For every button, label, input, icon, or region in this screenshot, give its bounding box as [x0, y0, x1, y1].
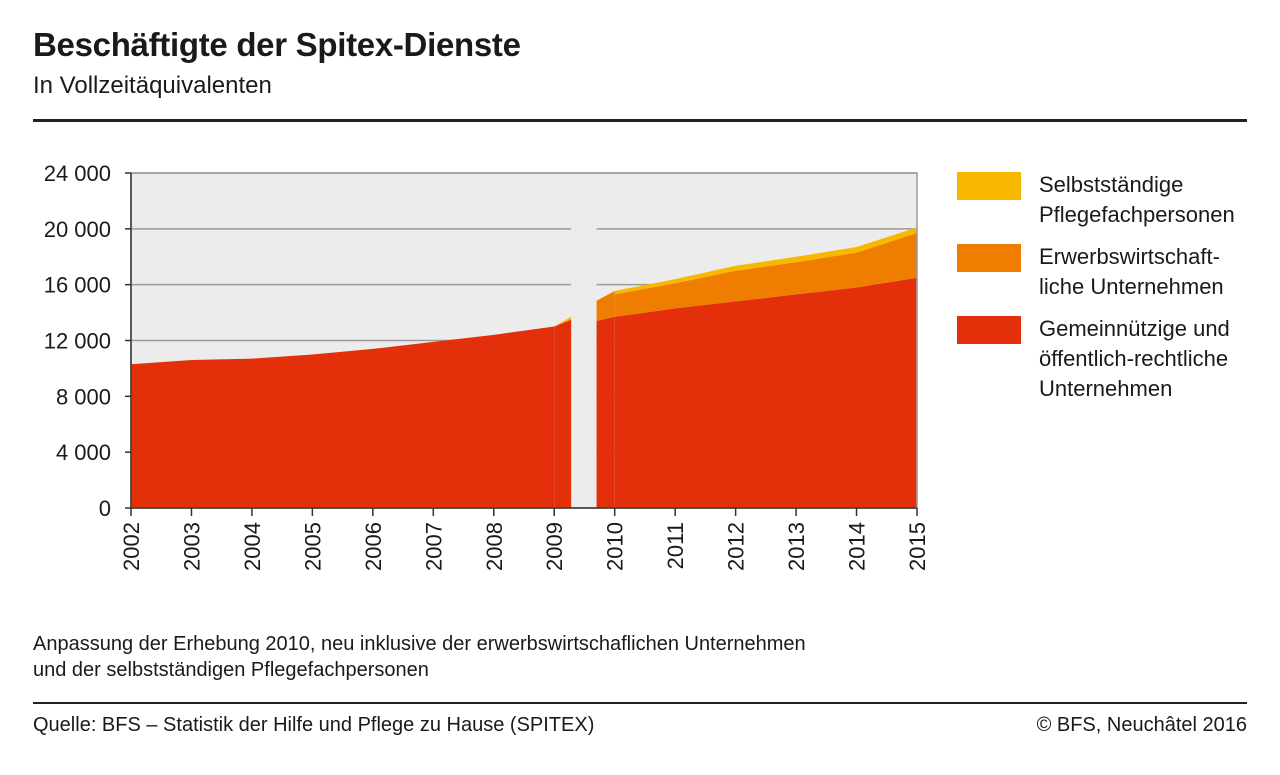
- x-tick-label: 2002: [119, 522, 144, 571]
- legend-label-line: öffentlich-rechtliche: [1039, 346, 1229, 371]
- x-tick-label: 2010: [603, 522, 628, 571]
- area-series-1: [131, 326, 555, 508]
- area-series-1: [554, 319, 572, 508]
- area-series-3: [554, 316, 572, 327]
- x-tick-label: 2008: [482, 522, 507, 571]
- top-divider: [33, 119, 1247, 122]
- area-series-1: [596, 316, 615, 508]
- legend-item-gemeinnuetzige: Gemeinnützige und öffentlich-rechtliche …: [957, 314, 1257, 404]
- survey-break-gap: [571, 174, 597, 508]
- source-text: Quelle: BFS – Statistik der Hilfe und Pf…: [33, 714, 595, 736]
- note-line: Anpassung der Erhebung 2010, neu inklusi…: [33, 633, 806, 655]
- area-series-2: [596, 290, 615, 321]
- legend-swatch-yellow: [957, 172, 1021, 200]
- area-series-3: [614, 227, 917, 295]
- legend: Selbstständige Pflegefachpersonen Erwerb…: [957, 170, 1257, 416]
- legend-swatch-red: [957, 316, 1021, 344]
- copyright-text: © BFS, Neuchâtel 2016: [1036, 714, 1247, 736]
- methodology-note: Anpassung der Erhebung 2010, neu inklusi…: [33, 631, 933, 683]
- legend-label-line: Erwerbswirtschaft-: [1039, 244, 1220, 269]
- y-tick-label: 12 000: [44, 329, 111, 354]
- legend-item-selbststaendige: Selbstständige Pflegefachpersonen: [957, 170, 1257, 230]
- x-tick-label: 2005: [300, 522, 325, 571]
- legend-label-line: Selbstständige: [1039, 172, 1184, 197]
- note-line: und der selbstständigen Pflegefachperson…: [33, 659, 429, 681]
- x-tick-label: 2015: [905, 522, 930, 571]
- x-tick-label: 2012: [724, 522, 749, 571]
- x-tick-label: 2014: [845, 522, 870, 571]
- area-series-2: [614, 233, 917, 317]
- chart-title: Beschäftigte der Spitex-Dienste: [33, 26, 521, 63]
- y-tick-label: 8 000: [56, 384, 111, 409]
- legend-label-line: Pflegefachpersonen: [1039, 202, 1235, 227]
- y-tick-label: 0: [99, 496, 111, 521]
- chart-subtitle: In Vollzeitäquivalenten: [33, 72, 272, 99]
- x-tick-label: 2011: [663, 522, 688, 569]
- x-tick-label: 2003: [179, 522, 204, 571]
- x-tick-label: 2009: [542, 522, 567, 571]
- x-tick-label: 2006: [361, 522, 386, 571]
- y-tick-label: 20 000: [44, 217, 111, 242]
- legend-swatch-orange: [957, 244, 1021, 272]
- area-series-1: [614, 277, 917, 508]
- x-tick-label: 2004: [240, 522, 265, 571]
- bottom-divider: [33, 702, 1247, 704]
- legend-label-line: Gemeinnützige und: [1039, 316, 1230, 341]
- y-tick-label: 4 000: [56, 440, 111, 465]
- x-tick-label: 2013: [784, 522, 809, 571]
- x-tick-label: 2007: [421, 522, 446, 571]
- y-tick-label: 24 000: [44, 161, 111, 186]
- legend-label-line: Unternehmen: [1039, 376, 1173, 401]
- y-tick-label: 16 000: [44, 273, 111, 298]
- legend-item-erwerbswirtschaftliche: Erwerbswirtschaft- liche Unternehmen: [957, 242, 1257, 302]
- legend-label-line: liche Unternehmen: [1039, 274, 1224, 299]
